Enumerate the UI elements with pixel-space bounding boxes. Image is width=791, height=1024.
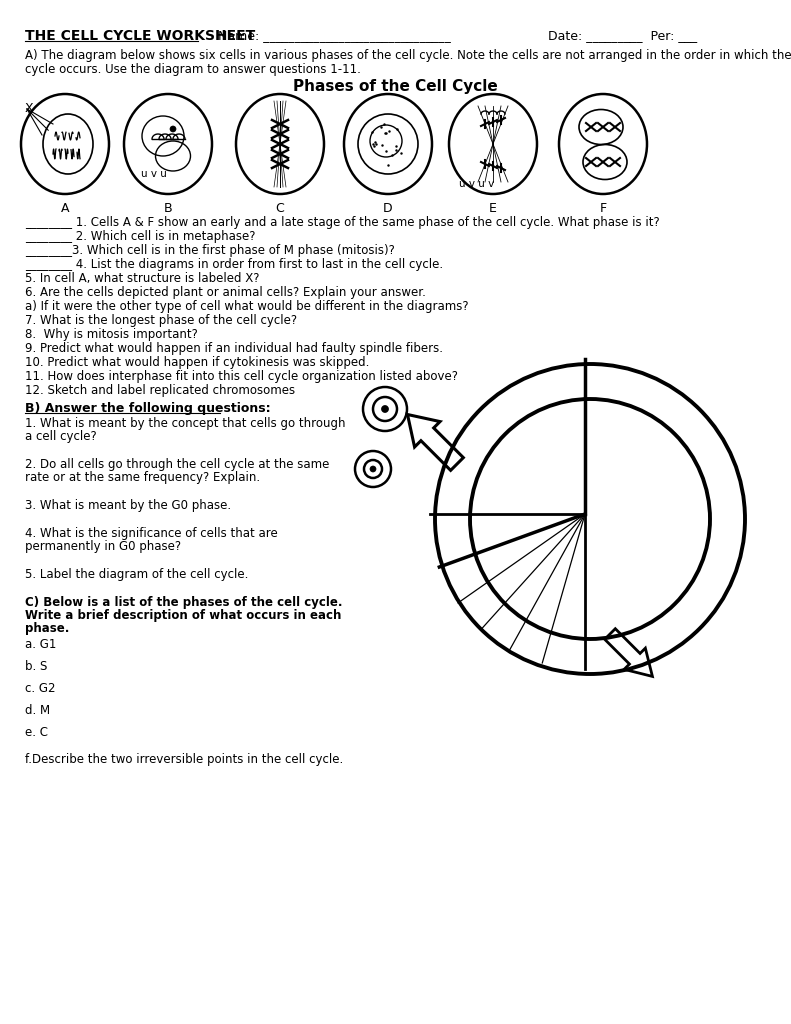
Text: phase.: phase. bbox=[25, 622, 70, 635]
Text: 8.  Why is mitosis important?: 8. Why is mitosis important? bbox=[25, 328, 198, 341]
Text: 6. Are the cells depicted plant or animal cells? Explain your answer.: 6. Are the cells depicted plant or anima… bbox=[25, 286, 426, 299]
Text: c. G2: c. G2 bbox=[25, 682, 55, 695]
Text: X: X bbox=[25, 102, 34, 115]
Text: A: A bbox=[61, 202, 70, 215]
Text: D: D bbox=[383, 202, 393, 215]
Text: THE CELL CYCLE WORKSHEET: THE CELL CYCLE WORKSHEET bbox=[25, 29, 255, 43]
Text: u v u v: u v u v bbox=[460, 179, 494, 189]
Text: cycle occurs. Use the diagram to answer questions 1-11.: cycle occurs. Use the diagram to answer … bbox=[25, 63, 361, 76]
Text: 9. Predict what would happen if an individual had faulty spindle fibers.: 9. Predict what would happen if an indiv… bbox=[25, 342, 443, 355]
Text: 12. Sketch and label replicated chromosomes: 12. Sketch and label replicated chromoso… bbox=[25, 384, 295, 397]
Text: E: E bbox=[489, 202, 497, 215]
Text: rate or at the same frequency? Explain.: rate or at the same frequency? Explain. bbox=[25, 471, 260, 484]
Text: 3. What is meant by the G0 phase.: 3. What is meant by the G0 phase. bbox=[25, 499, 231, 512]
Text: 11. How does interphase fit into this cell cycle organization listed above?: 11. How does interphase fit into this ce… bbox=[25, 370, 458, 383]
Text: 5. Label the diagram of the cell cycle.: 5. Label the diagram of the cell cycle. bbox=[25, 568, 248, 581]
Text: 4. What is the significance of cells that are: 4. What is the significance of cells tha… bbox=[25, 527, 278, 540]
Text: permanently in G0 phase?: permanently in G0 phase? bbox=[25, 540, 181, 553]
Circle shape bbox=[370, 466, 376, 472]
Text: Date: _________  Per: ___: Date: _________ Per: ___ bbox=[548, 29, 697, 42]
Text: f.Describe the two irreversible points in the cell cycle.: f.Describe the two irreversible points i… bbox=[25, 753, 343, 766]
Text: ________ 1. Cells A & F show an early and a late stage of the same phase of the : ________ 1. Cells A & F show an early an… bbox=[25, 216, 660, 229]
Text: a) If it were the other type of cell what would be different in the diagrams?: a) If it were the other type of cell wha… bbox=[25, 300, 468, 313]
Text: F: F bbox=[600, 202, 607, 215]
Text: a cell cycle?: a cell cycle? bbox=[25, 430, 97, 443]
Text: Phases of the Cell Cycle: Phases of the Cell Cycle bbox=[293, 79, 498, 94]
Text: 10. Predict what would happen if cytokinesis was skipped.: 10. Predict what would happen if cytokin… bbox=[25, 356, 369, 369]
Text: A) The diagram below shows six cells in various phases of the cell cycle. Note t: A) The diagram below shows six cells in … bbox=[25, 49, 791, 62]
Text: Write a brief description of what occurs in each: Write a brief description of what occurs… bbox=[25, 609, 342, 622]
Text: 7. What is the longest phase of the cell cycle?: 7. What is the longest phase of the cell… bbox=[25, 314, 297, 327]
Circle shape bbox=[381, 406, 388, 413]
Circle shape bbox=[170, 126, 176, 132]
Text: ________ 2. Which cell is in metaphase?: ________ 2. Which cell is in metaphase? bbox=[25, 230, 255, 243]
Text: b. S: b. S bbox=[25, 660, 47, 673]
Text: B: B bbox=[164, 202, 172, 215]
Text: 1. What is meant by the concept that cells go through: 1. What is meant by the concept that cel… bbox=[25, 417, 346, 430]
Text: 5. In cell A, what structure is labeled X?: 5. In cell A, what structure is labeled … bbox=[25, 272, 259, 285]
Text: Name: ______________________________: Name: ______________________________ bbox=[218, 29, 451, 42]
Text: d. M: d. M bbox=[25, 705, 50, 717]
Text: B) Answer the following questions:: B) Answer the following questions: bbox=[25, 402, 271, 415]
Text: ________ 4. List the diagrams in order from first to last in the cell cycle.: ________ 4. List the diagrams in order f… bbox=[25, 258, 443, 271]
Text: ________3. Which cell is in the first phase of M phase (mitosis)?: ________3. Which cell is in the first ph… bbox=[25, 244, 395, 257]
Text: 2. Do all cells go through the cell cycle at the same: 2. Do all cells go through the cell cycl… bbox=[25, 458, 329, 471]
Text: C) Below is a list of the phases of the cell cycle.: C) Below is a list of the phases of the … bbox=[25, 596, 343, 609]
Text: u v u: u v u bbox=[141, 169, 167, 179]
Text: a. G1: a. G1 bbox=[25, 638, 56, 651]
Text: e. C: e. C bbox=[25, 726, 48, 739]
Text: C: C bbox=[275, 202, 285, 215]
